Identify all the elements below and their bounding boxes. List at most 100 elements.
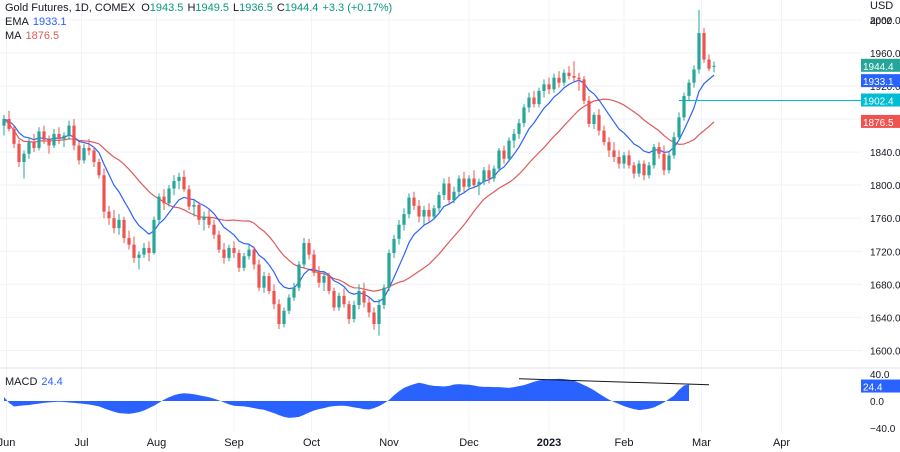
candle-body: [262, 276, 266, 288]
candle-body: [477, 181, 481, 186]
candle-body: [712, 65, 716, 67]
time-tick-label: 2023: [537, 437, 561, 449]
ma-value: 1876.5: [25, 30, 60, 42]
hline-price-tag: 1902.4: [863, 97, 894, 108]
time-tick-label: Nov: [379, 437, 399, 449]
ma-legend[interactable]: MA 1876.5: [5, 29, 63, 43]
candle-body: [452, 191, 456, 201]
candle-body: [427, 209, 431, 217]
candle-body: [472, 178, 476, 186]
high-label: H: [187, 2, 196, 14]
ma-line: [3, 98, 715, 292]
price-tick-label: 1800.0: [870, 181, 900, 192]
candle-body: [347, 304, 351, 320]
candle-body: [222, 249, 226, 258]
candle-body: [122, 219, 126, 239]
candle-body: [87, 147, 91, 151]
ema-price-tag: 1933.1: [863, 77, 894, 88]
candle-body: [562, 72, 566, 83]
macd-pane: [4, 378, 710, 418]
candle-body: [52, 133, 56, 146]
candle-body: [567, 72, 571, 77]
price-tick-label: 1960.0: [870, 49, 900, 60]
candle-body: [322, 276, 326, 283]
candle-body: [602, 130, 606, 143]
candle-body: [512, 133, 516, 141]
candle-body: [392, 238, 396, 253]
symbol-name: Gold Futures, 1D, COMEX: [5, 2, 136, 14]
candle-body: [142, 247, 146, 255]
price-tick-label: 2000.0: [870, 16, 900, 27]
candle-body: [92, 150, 96, 163]
candle-body: [137, 254, 141, 258]
macd-axis: 40.0 0.0 −40.0: [870, 370, 896, 435]
candle-body: [542, 84, 546, 91]
candle-body: [357, 290, 361, 306]
candle-body: [182, 176, 186, 190]
time-axis: Jun Jul Aug Sep Oct Nov Dec 2023 Feb Mar Apr: [0, 437, 790, 449]
time-tick-label: Dec: [459, 437, 479, 449]
candle-body: [517, 123, 521, 134]
candle-body: [442, 183, 446, 196]
candle-body: [202, 216, 206, 220]
candle-body: [627, 155, 631, 166]
time-tick-label: Oct: [303, 437, 320, 449]
candle-body: [707, 59, 711, 69]
candle-body: [417, 205, 421, 217]
time-tick-label: Apr: [773, 437, 790, 449]
candle-body: [647, 165, 651, 176]
candle-body: [657, 147, 661, 154]
candle-body: [72, 125, 76, 146]
candle-body: [537, 90, 541, 105]
ma-label: MA: [5, 30, 22, 42]
candle-body: [302, 243, 306, 265]
candle-body: [217, 234, 221, 250]
candle-body: [307, 243, 311, 255]
candle-body: [652, 147, 656, 166]
candle-body: [22, 153, 26, 163]
candle-body: [497, 150, 501, 169]
macd-legend[interactable]: MACD 24.4: [5, 375, 67, 389]
price-axis: USDapoz2000.01960.01920.01880.01840.0180…: [870, 0, 900, 357]
candle-body: [112, 218, 116, 229]
candle-body: [327, 276, 331, 291]
candle-body: [617, 157, 621, 164]
price-axis-unit: USD: [870, 0, 893, 12]
macd-value: 24.4: [41, 376, 63, 388]
close-value: 1944.4: [284, 2, 319, 14]
low-label: L: [233, 2, 240, 14]
candle-body: [352, 305, 356, 320]
candle-body: [282, 310, 286, 325]
candle-body: [197, 204, 201, 220]
macd-value-tag-bg: [861, 379, 900, 393]
price-tags: 1944.4 1933.1 1902.4 1876.5 24.4: [861, 58, 900, 394]
candle-body: [67, 125, 71, 136]
price-tick-label: 1720.0: [870, 247, 900, 258]
open-value: 1943.5: [149, 2, 184, 14]
candle-body: [592, 114, 596, 124]
candle-body: [437, 195, 441, 209]
candle-body: [267, 276, 271, 291]
candle-body: [522, 107, 526, 124]
macd-value-tag: 24.4: [863, 383, 883, 394]
candle-body: [272, 290, 276, 305]
candle-body: [277, 304, 281, 325]
candle-body: [422, 209, 426, 217]
candle-body: [462, 178, 466, 187]
grid-lines: [0, 0, 900, 432]
time-tick-label: Mar: [692, 437, 711, 449]
open-label: O: [141, 2, 150, 14]
ema-legend[interactable]: EMA 1933.1: [5, 15, 71, 29]
candle-body: [702, 33, 706, 60]
candle-body: [447, 183, 451, 201]
candle-body: [487, 170, 491, 179]
candle-body: [317, 272, 321, 283]
candle-body: [677, 117, 681, 138]
candle-body: [662, 153, 666, 171]
candle-body: [372, 312, 376, 325]
candle-body: [457, 178, 461, 192]
candle-body: [637, 163, 641, 174]
candle-body: [97, 162, 101, 176]
candle-body: [642, 163, 646, 176]
candle-body: [532, 97, 536, 105]
